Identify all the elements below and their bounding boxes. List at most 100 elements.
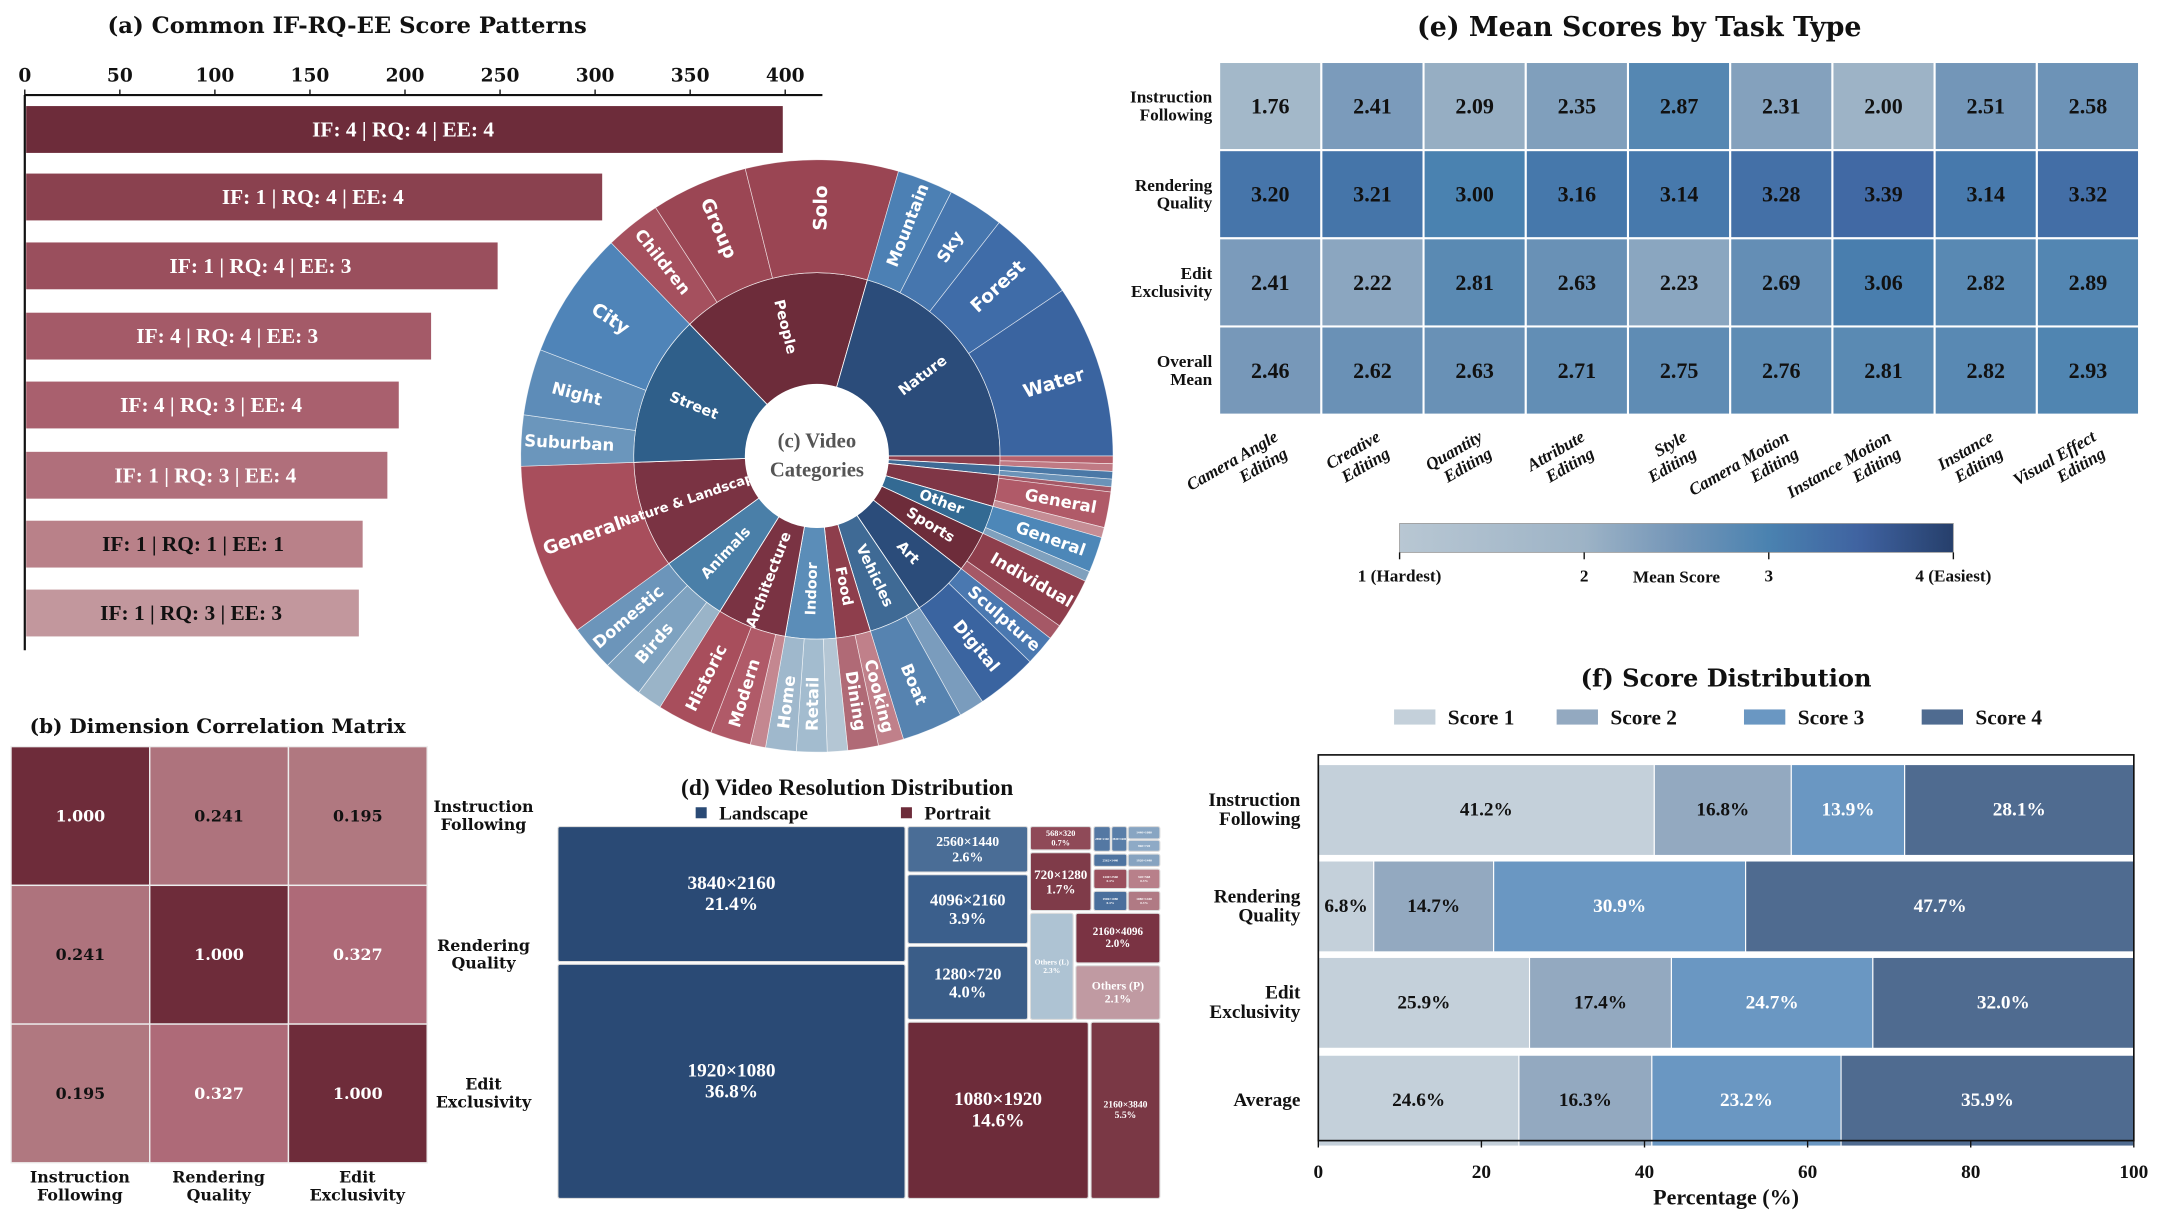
- heatmap-cell: [287, 884, 428, 1025]
- x-tick-label: 50: [107, 65, 133, 86]
- segment-label: 25.9%: [1397, 992, 1450, 1013]
- row-label: Exclusivity: [1209, 1002, 1300, 1023]
- treemap-cell: [1127, 868, 1161, 890]
- row-label: Following: [441, 815, 527, 834]
- cell-value: 0.241: [56, 945, 106, 964]
- heatmap-cell: [1218, 60, 1323, 152]
- segment-label: 16.3%: [1559, 1090, 1612, 1111]
- cell-value: 3.39: [1864, 182, 1903, 207]
- treemap-cell: [1029, 912, 1074, 1020]
- heatmap-cell: [1729, 60, 1834, 152]
- segment-label: 32.0%: [1977, 992, 2030, 1013]
- col-label: Quality: [187, 1186, 252, 1205]
- cell-value: 3.00: [1455, 182, 1494, 207]
- row-label: Exclusivity: [1131, 282, 1213, 301]
- colorbar-tick-label: 1 (Hardest): [1358, 566, 1442, 585]
- treemap-pct: 36.8%: [705, 1081, 758, 1102]
- treemap-pct: 2.0%: [1105, 938, 1130, 950]
- segment-label: 35.9%: [1961, 1090, 2014, 1111]
- row-label: Overall: [1157, 352, 1213, 371]
- bar-label: IF: 4 | RQ: 3 | EE: 4: [120, 393, 302, 417]
- treemap-pct: 21.4%: [705, 894, 758, 915]
- legend-label: Score 1: [1448, 706, 1515, 730]
- cell-value: 2.62: [1353, 358, 1392, 383]
- col-label: Rendering: [172, 1168, 265, 1187]
- treemap-pct: 2.3%: [1043, 966, 1060, 975]
- x-tick-label: 350: [671, 65, 710, 86]
- segment-label: 23.2%: [1720, 1090, 1773, 1111]
- heatmap-cell: [10, 745, 151, 887]
- treemap-cell: [1093, 868, 1128, 890]
- row-label: Mean: [1170, 370, 1212, 389]
- sunburst-outer-label: Suburban: [524, 431, 615, 455]
- cell-value: 1.000: [333, 1084, 383, 1103]
- bar-label: IF: 1 | RQ: 1 | EE: 1: [102, 532, 284, 556]
- cell-value: 3.28: [1762, 182, 1801, 207]
- bar: [26, 381, 399, 429]
- stacked-bar-segment: [1317, 763, 1655, 857]
- bar: [26, 451, 388, 499]
- treemap-label: 1906×1080: [1102, 897, 1118, 901]
- segment-label: 14.7%: [1407, 896, 1460, 917]
- x-tick-label: 300: [576, 65, 615, 86]
- treemap-pct: 3.9%: [949, 909, 986, 928]
- segment-label: 30.9%: [1593, 896, 1646, 917]
- sunburst-inner-label: Indoor: [803, 561, 821, 615]
- treemap-label: 2160×3840: [1103, 1100, 1147, 1111]
- heatmap-cell: [1729, 325, 1834, 416]
- cell-value: 0.241: [194, 806, 244, 825]
- row-label: Quality: [1238, 906, 1300, 927]
- treemap-cell: [1075, 912, 1161, 964]
- treemap-label: 1920×1080: [687, 1060, 775, 1081]
- stacked-bar-segment: [1373, 860, 1495, 953]
- col-label: Edit: [339, 1168, 376, 1187]
- treemap-label: 960×720: [1138, 844, 1151, 848]
- cell-value: 3.16: [1558, 182, 1597, 207]
- treemap-pct: 0.4%: [1106, 879, 1114, 883]
- cell-value: 2.41: [1251, 270, 1290, 295]
- treemap-label: 2160×4096: [1093, 926, 1144, 938]
- cell-value: 2.46: [1251, 358, 1290, 383]
- heatmap-cell: [2035, 325, 2141, 416]
- segment-label: 17.4%: [1574, 992, 1627, 1013]
- bar: [26, 106, 783, 153]
- heatmap-cell: [1933, 149, 2038, 240]
- segment-label: 28.1%: [1993, 800, 2046, 821]
- stacked-bar-segment: [1670, 956, 1874, 1049]
- treemap-label: 2880×2160: [1095, 837, 1109, 841]
- sunburst-outer-label: Retail: [803, 677, 823, 732]
- treemap-pct: 1.7%: [1046, 881, 1075, 896]
- treemap-label: 1280×720: [934, 964, 1001, 983]
- bar: [26, 589, 359, 637]
- legend-swatch: [1743, 709, 1786, 725]
- cell-value: 2.63: [1455, 358, 1494, 383]
- legend-label: Landscape: [719, 804, 808, 825]
- legend-swatch: [1921, 709, 1964, 725]
- segment-label: 6.8%: [1324, 896, 1367, 917]
- chart-title: (a) Common IF-RQ-EE Score Patterns: [107, 13, 586, 39]
- cell-value: 1.000: [194, 945, 244, 964]
- treemap-label: 1920×1440: [1136, 858, 1152, 862]
- bar-label: IF: 1 | RQ: 3 | EE: 4: [114, 463, 296, 487]
- panel-d-treemap: (d) Video Resolution Distribution Landsca…: [557, 775, 1161, 1200]
- heatmap-cell: [2035, 237, 2141, 328]
- row-label: Edit: [465, 1074, 502, 1093]
- x-tick-label: 0: [18, 65, 31, 86]
- colorbar-label: Mean Score: [1633, 568, 1720, 587]
- chart-title: (e) Mean Scores by Task Type: [1417, 12, 1862, 43]
- treemap-cell: [907, 874, 1029, 945]
- heatmap-cell: [149, 745, 290, 887]
- bar-label: IF: 4 | RQ: 4 | EE: 4: [312, 117, 494, 141]
- heatmap-cell: [10, 1023, 151, 1164]
- chart-title: (c) Video: [778, 431, 857, 453]
- cell-value: 3.06: [1864, 270, 1903, 295]
- cell-value: 1.000: [56, 806, 106, 825]
- cell-value: 3.20: [1251, 182, 1290, 207]
- x-tick-label: 400: [766, 65, 805, 86]
- legend-swatch-landscape: [695, 807, 707, 819]
- row-label: Rendering: [1135, 176, 1213, 195]
- heatmap-cell: [1831, 325, 1936, 416]
- cell-value: 2.71: [1558, 358, 1597, 383]
